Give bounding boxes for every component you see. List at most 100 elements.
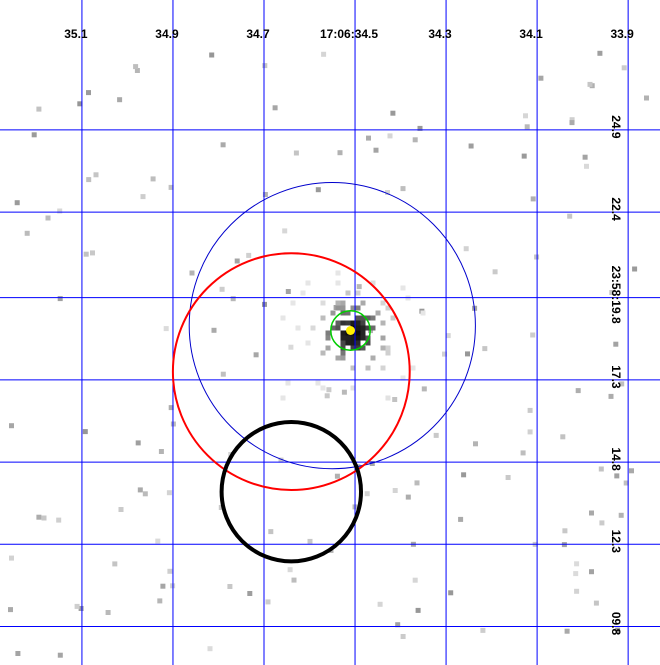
ra-tick-label: 33.9 bbox=[610, 27, 634, 41]
photon-pixel bbox=[385, 350, 391, 356]
background-photons bbox=[8, 50, 649, 658]
photon-pixel bbox=[345, 335, 351, 341]
photon-pixel bbox=[335, 270, 341, 276]
photon-pixel bbox=[355, 325, 361, 331]
photon-pixel bbox=[86, 177, 92, 183]
photon-pixel bbox=[290, 300, 296, 306]
source-region[interactable] bbox=[330, 310, 371, 351]
photon-pixel bbox=[168, 405, 174, 411]
photon-pixel bbox=[567, 213, 573, 219]
photon-pixel bbox=[45, 215, 51, 221]
photon-pixel bbox=[230, 296, 236, 302]
photon-pixel bbox=[57, 652, 63, 658]
photon-pixel bbox=[587, 81, 593, 87]
photon-pixel bbox=[291, 577, 297, 583]
photon-pixel bbox=[83, 251, 89, 257]
photon-pixel bbox=[310, 325, 316, 331]
photon-pixel bbox=[14, 200, 20, 206]
photon-pixel bbox=[262, 63, 268, 69]
photon-pixel bbox=[134, 68, 140, 73]
photon-pixel bbox=[305, 280, 311, 286]
photon-pixel bbox=[77, 101, 83, 107]
photon-pixel bbox=[315, 187, 321, 193]
ra-tick-label: 17:06:34.5 bbox=[320, 27, 378, 41]
photon-pixel bbox=[219, 286, 225, 292]
dec-tick-label: 17.3 bbox=[609, 365, 623, 389]
photon-pixel bbox=[220, 371, 226, 377]
photon-pixel bbox=[380, 300, 386, 306]
photon-pixel bbox=[366, 135, 371, 141]
ra-tick-label: 35.1 bbox=[64, 27, 88, 41]
photon-pixel bbox=[589, 510, 594, 516]
photon-pixel bbox=[320, 315, 326, 321]
photon-pixel bbox=[644, 95, 649, 101]
photon-pixel bbox=[207, 646, 213, 652]
photon-pixel bbox=[442, 351, 447, 357]
region-overlays[interactable] bbox=[171, 182, 476, 564]
photon-pixel bbox=[330, 325, 336, 331]
photon-pixel bbox=[246, 252, 252, 258]
outer-region[interactable] bbox=[188, 182, 476, 470]
photon-pixel bbox=[582, 154, 588, 160]
photon-pixel bbox=[584, 163, 589, 169]
photon-pixel bbox=[112, 561, 118, 567]
photon-pixel bbox=[390, 315, 396, 321]
photon-pixel bbox=[473, 441, 478, 447]
red-region[interactable] bbox=[171, 252, 411, 492]
photon-pixel bbox=[340, 330, 346, 336]
photon-pixel bbox=[589, 569, 594, 575]
photon-pixel bbox=[272, 105, 278, 111]
photon-pixel bbox=[36, 106, 42, 112]
photon-pixel bbox=[334, 473, 340, 479]
photon-pixel bbox=[400, 375, 406, 381]
photon-pixel bbox=[521, 153, 527, 159]
photon-pixel bbox=[285, 289, 291, 294]
photon-pixel bbox=[360, 320, 366, 326]
dec-tick-label: 23:58:19.8 bbox=[609, 266, 623, 324]
photon-pixel bbox=[377, 601, 383, 607]
photon-pixel bbox=[350, 320, 356, 326]
tick-labels: 35.1 34.9 34.7 17:06:34.5 34.3 34.1 33.9 24.9 22… bbox=[64, 27, 634, 636]
photon-pixel bbox=[445, 333, 451, 339]
photon-pixel bbox=[247, 591, 253, 596]
photon-pixel bbox=[211, 327, 217, 333]
dec-tick-label: 24.9 bbox=[609, 115, 623, 139]
photon-pixel bbox=[293, 150, 299, 156]
photon-pixel bbox=[280, 315, 286, 321]
photon-pixel bbox=[465, 351, 470, 357]
photon-pixel bbox=[350, 345, 356, 351]
photon-pixel bbox=[325, 345, 331, 351]
photon-pixel bbox=[31, 132, 37, 138]
photon-pixel bbox=[356, 284, 362, 290]
photon-pixel bbox=[287, 567, 293, 573]
photon-pixel bbox=[360, 315, 366, 321]
photon-pixel bbox=[618, 512, 624, 518]
photon-pixel bbox=[86, 90, 91, 96]
photon-pixel bbox=[142, 491, 148, 497]
photon-pixel bbox=[574, 588, 580, 594]
source-centroid[interactable] bbox=[346, 326, 355, 335]
photon-pixel bbox=[300, 290, 306, 296]
black-region[interactable] bbox=[219, 420, 363, 564]
photon-pixel bbox=[385, 345, 391, 351]
photon-pixel bbox=[268, 529, 274, 535]
photon-pixel bbox=[325, 330, 331, 336]
photon-pixel bbox=[482, 346, 488, 352]
photon-pixel bbox=[608, 393, 614, 399]
photon-pixel bbox=[330, 310, 336, 316]
photon-pixel bbox=[15, 651, 21, 656]
photon-pixel bbox=[385, 395, 391, 401]
dec-tick-label: 22.4 bbox=[609, 197, 623, 221]
photon-pixel bbox=[227, 584, 233, 589]
dec-tick-label: 09.8 bbox=[609, 612, 623, 636]
photon-pixel bbox=[355, 290, 361, 296]
photon-pixel bbox=[78, 606, 84, 611]
photon-pixel bbox=[135, 440, 141, 446]
photon-pixel bbox=[137, 487, 143, 493]
photon-pixel bbox=[461, 472, 467, 478]
photon-pixel bbox=[280, 395, 286, 401]
photon-pixel bbox=[209, 52, 215, 58]
photon-pixel bbox=[433, 432, 439, 438]
photon-pixel bbox=[90, 250, 95, 256]
photon-pixel bbox=[360, 335, 366, 341]
